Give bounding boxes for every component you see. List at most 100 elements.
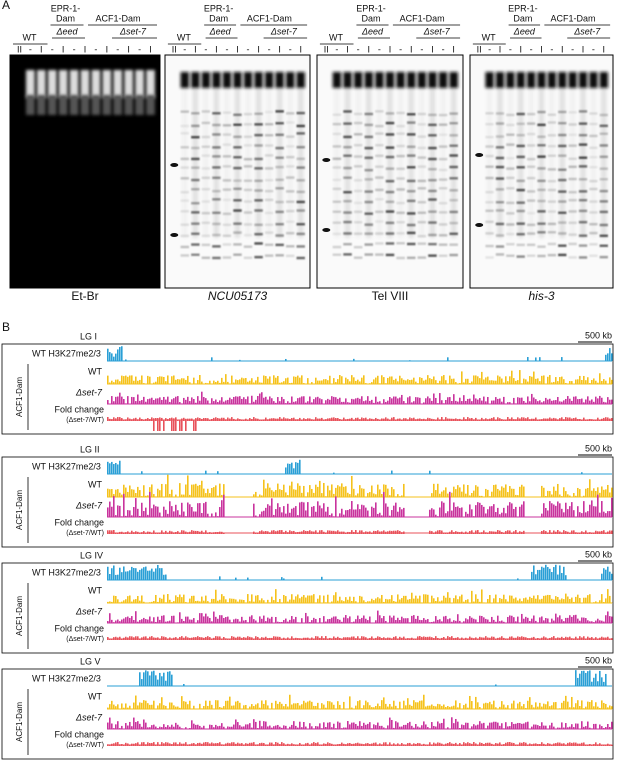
- track-bar: [503, 507, 505, 517]
- track-bar: [181, 618, 183, 623]
- track-bar: [159, 638, 161, 640]
- track-bar: [569, 742, 571, 746]
- track-bar: [425, 419, 427, 421]
- gel-band: [537, 210, 546, 213]
- track-bar: [293, 721, 295, 729]
- track-bar: [589, 479, 591, 497]
- track-bar: [581, 472, 583, 474]
- track-bar: [331, 484, 333, 497]
- track-bar: [601, 677, 603, 686]
- track-bar: [445, 615, 447, 623]
- gel-band: [599, 113, 608, 117]
- track-bar: [253, 719, 255, 729]
- track-bar: [461, 531, 463, 534]
- track-bar: [163, 743, 165, 746]
- track-bar: [305, 402, 307, 404]
- track-bar: [607, 417, 609, 421]
- track-bar: [467, 619, 469, 623]
- gel-band: [495, 165, 505, 169]
- track-bar: [321, 636, 323, 640]
- track-bar: [317, 726, 319, 729]
- track-bar: [373, 493, 375, 497]
- track-bar: [291, 508, 293, 517]
- gel-band: [254, 209, 263, 212]
- track-bar: [267, 726, 269, 729]
- track-bar: [131, 515, 133, 517]
- track-bar: [451, 717, 453, 729]
- track-bar: [435, 636, 437, 640]
- track-bar: [295, 744, 297, 746]
- track-bar: [373, 600, 375, 603]
- track-bar: [499, 637, 501, 640]
- track-bar: [329, 375, 331, 384]
- lane-label: -: [550, 44, 553, 54]
- track-bar: [345, 637, 347, 640]
- gel-band: [222, 111, 232, 114]
- gel-band: [375, 220, 384, 223]
- gel-band: [343, 166, 352, 170]
- gel-band: [406, 199, 416, 203]
- track-bar: [415, 638, 417, 640]
- track-bar: [333, 472, 335, 474]
- track-bar: [291, 382, 293, 384]
- track-bar: [111, 461, 113, 474]
- track-bar: [383, 601, 385, 603]
- track-bar: [421, 620, 423, 623]
- track-bar: [607, 724, 609, 729]
- track-bar: [189, 728, 191, 729]
- track-bar: [327, 380, 329, 384]
- track-bar: [325, 727, 327, 729]
- track-bar: [433, 742, 435, 746]
- track-bar: [125, 487, 127, 497]
- track-bar: [311, 701, 313, 709]
- gel-band: [449, 154, 458, 157]
- gel-band: [495, 188, 505, 191]
- track-bar: [181, 403, 183, 404]
- track-bar: [393, 727, 395, 729]
- track-bar: [447, 493, 449, 497]
- track-bar: [455, 718, 457, 729]
- track-bar: [481, 495, 483, 497]
- track-bar: [263, 375, 265, 384]
- track-bar: [285, 467, 287, 474]
- track-bar: [517, 744, 519, 746]
- track-bar: [297, 462, 299, 474]
- track-bar: [247, 419, 249, 421]
- track-bar: [559, 401, 561, 404]
- track-bar: [133, 637, 135, 640]
- track-bar: [499, 706, 501, 709]
- track-bar: [611, 706, 613, 709]
- track-bar: [179, 636, 181, 640]
- track-bar: [173, 637, 175, 640]
- track-bar: [453, 743, 455, 746]
- track-bar: [477, 744, 479, 746]
- track-bar: [503, 396, 505, 404]
- track-bar: [303, 418, 305, 421]
- gel-band: [495, 222, 505, 226]
- track-bar: [319, 418, 321, 421]
- gel-band: [243, 223, 253, 226]
- lane-label: II: [324, 44, 329, 54]
- track-bar: [317, 418, 319, 421]
- gel-band: [449, 198, 458, 202]
- gel-smear: [234, 88, 241, 238]
- track-bar: [597, 602, 599, 603]
- track-bar: [361, 488, 363, 497]
- track-bar: [491, 491, 493, 497]
- track-bar: [403, 700, 405, 709]
- track-bar: [327, 638, 329, 640]
- track-bar: [447, 418, 449, 421]
- track-bar: [581, 617, 583, 623]
- gel-band: [364, 253, 374, 256]
- track-bar: [405, 595, 407, 603]
- track-bar: [299, 485, 301, 497]
- gel-band: [599, 167, 608, 170]
- track-bar: [181, 378, 183, 384]
- track-bar: [471, 417, 473, 421]
- track-bar: [125, 723, 127, 729]
- track-bar: [429, 636, 431, 640]
- track-bar: [551, 598, 553, 603]
- gel-band: [275, 121, 284, 125]
- track-bar: [435, 616, 437, 623]
- gel-band: [516, 72, 525, 88]
